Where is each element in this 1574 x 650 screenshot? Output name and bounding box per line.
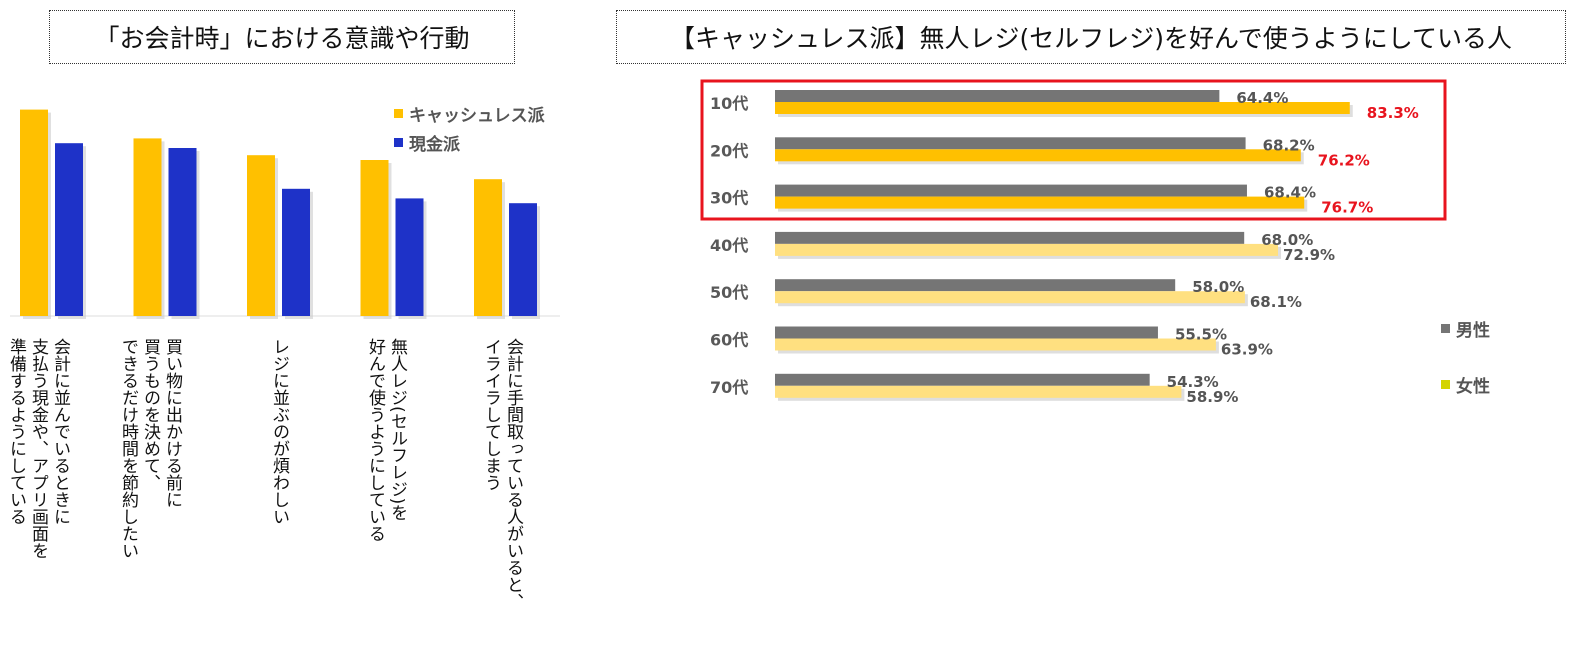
legend-label-cash: 現金派 bbox=[409, 135, 460, 155]
value-label-male: 64.4% bbox=[1236, 89, 1288, 107]
legend-item-cashless: キャッシュレス派 bbox=[394, 101, 545, 126]
value-label-female: 72.9% bbox=[1283, 246, 1335, 264]
value-label-female: 83.3% bbox=[1367, 104, 1419, 122]
value-label-female: 76.2% bbox=[1318, 151, 1370, 169]
legend-item-female: 女性 bbox=[1441, 372, 1490, 397]
category-label: レジに並ぶのが煩わしい bbox=[269, 338, 289, 525]
bar-cash bbox=[168, 148, 197, 316]
value-label-male: 54.3% bbox=[1167, 373, 1219, 391]
bar-female bbox=[775, 102, 1350, 114]
value-label-male: 68.4% bbox=[1264, 184, 1316, 202]
value-label-female: 68.1% bbox=[1250, 293, 1302, 311]
category-label: 無人レジ(セルフレジ)を 好んで使うようにしている bbox=[365, 338, 407, 542]
legend-label-male: 男性 bbox=[1456, 321, 1490, 341]
legend-label-female: 女性 bbox=[1456, 377, 1490, 397]
age-label: 20代 bbox=[710, 141, 748, 160]
bar-female bbox=[775, 385, 1182, 398]
bar-cashless bbox=[247, 155, 275, 316]
bar-male bbox=[775, 90, 1220, 102]
category-label: 会計に並んでいるときに 支払う現金や、アプリ画面を 準備するようにしている bbox=[6, 338, 70, 559]
bar-male bbox=[775, 373, 1150, 386]
category-label: 買い物に出かける前に 買うものを決めて、 できるだけ時間を節約したい bbox=[118, 338, 182, 559]
legend-item-male: 男性 bbox=[1441, 316, 1490, 341]
bar-female bbox=[775, 243, 1279, 256]
bar-cash bbox=[282, 188, 310, 316]
bar-cash bbox=[395, 198, 424, 316]
bar-male bbox=[775, 184, 1247, 197]
bar-cashless bbox=[360, 160, 389, 316]
legend-swatch-female bbox=[1441, 380, 1450, 389]
age-label: 40代 bbox=[710, 236, 748, 255]
bar-cashless bbox=[474, 179, 502, 316]
highlight-box bbox=[700, 79, 1447, 221]
bar-female bbox=[775, 149, 1301, 162]
value-label-male: 58.0% bbox=[1192, 278, 1244, 296]
value-label-female: 76.7% bbox=[1321, 199, 1373, 217]
age-label: 30代 bbox=[710, 189, 748, 208]
right-chart-title: 【キャッシュレス派】無人レジ(セルフレジ)を好んで使うようにしている人 bbox=[616, 10, 1566, 64]
bar-male bbox=[775, 231, 1245, 244]
age-label: 10代 bbox=[710, 94, 748, 113]
bar-male bbox=[775, 279, 1176, 292]
value-label-male: 55.5% bbox=[1175, 326, 1227, 344]
value-label-male: 68.2% bbox=[1263, 136, 1315, 154]
legend-swatch-male bbox=[1441, 324, 1450, 333]
bar-cashless bbox=[20, 109, 48, 316]
bar-female bbox=[775, 291, 1245, 304]
bar-female bbox=[775, 196, 1305, 209]
value-label-female: 58.9% bbox=[1186, 388, 1238, 406]
legend-swatch-cash bbox=[394, 138, 403, 147]
legend-label-cashless: キャッシュレス派 bbox=[409, 106, 545, 126]
bar-cashless bbox=[133, 138, 162, 316]
value-label-male: 68.0% bbox=[1261, 231, 1313, 249]
value-label-female: 63.9% bbox=[1221, 341, 1273, 359]
bar-male bbox=[775, 137, 1246, 150]
bar-cash bbox=[55, 143, 83, 316]
bar-male bbox=[775, 326, 1158, 339]
category-label: 会計に手間取っている人がいると、 イライラしてしまう bbox=[481, 338, 523, 610]
legend-item-cash: 現金派 bbox=[394, 130, 460, 155]
left-chart-title: 「お会計時」における意識や行動 bbox=[49, 10, 515, 64]
age-label: 70代 bbox=[710, 378, 748, 397]
bar-cash bbox=[509, 203, 537, 316]
age-label: 60代 bbox=[710, 331, 748, 350]
legend-swatch-cashless bbox=[394, 109, 403, 118]
bar-female bbox=[775, 338, 1216, 351]
age-label: 50代 bbox=[710, 283, 748, 302]
